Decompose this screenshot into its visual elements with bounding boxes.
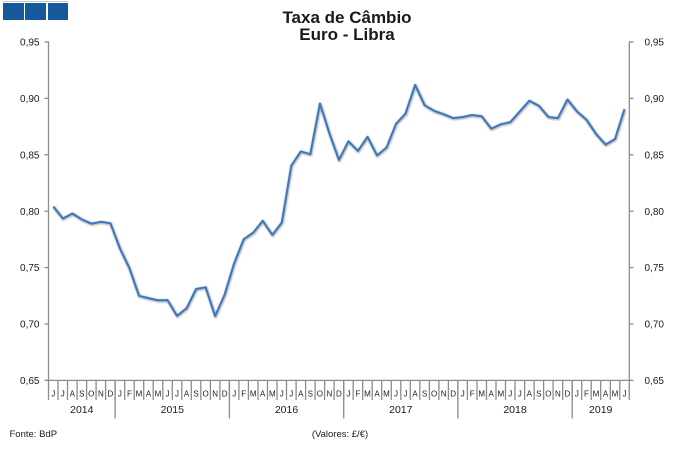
svg-text:0,80: 0,80	[645, 207, 665, 218]
svg-text:O: O	[431, 390, 437, 399]
svg-text:A: A	[184, 390, 190, 399]
svg-text:M: M	[155, 390, 162, 399]
svg-text:0,70: 0,70	[645, 320, 665, 331]
svg-text:N: N	[555, 390, 561, 399]
svg-text:F: F	[241, 390, 246, 399]
svg-text:M: M	[593, 390, 600, 399]
svg-text:0,95: 0,95	[645, 38, 665, 49]
svg-text:M: M	[497, 390, 504, 399]
svg-text:D: D	[222, 390, 228, 399]
svg-text:0,70: 0,70	[20, 320, 40, 331]
svg-text:2019: 2019	[589, 404, 613, 416]
svg-text:J: J	[508, 390, 512, 399]
svg-text:0,90: 0,90	[645, 94, 665, 105]
svg-text:F: F	[127, 390, 132, 399]
svg-text:F: F	[355, 390, 360, 399]
svg-text:A: A	[374, 390, 380, 399]
svg-text:J: J	[232, 390, 236, 399]
svg-text:S: S	[536, 390, 541, 399]
svg-text:A: A	[412, 390, 418, 399]
svg-text:0,80: 0,80	[20, 207, 40, 218]
svg-text:J: J	[404, 390, 408, 399]
svg-text:S: S	[422, 390, 427, 399]
svg-text:A: A	[489, 390, 495, 399]
svg-text:D: D	[108, 390, 114, 399]
svg-text:J: J	[623, 390, 627, 399]
svg-text:J: J	[575, 390, 579, 399]
svg-text:J: J	[346, 390, 350, 399]
svg-text:J: J	[461, 390, 465, 399]
svg-text:J: J	[280, 390, 284, 399]
svg-text:0,85: 0,85	[20, 150, 40, 161]
svg-text:M: M	[364, 390, 371, 399]
svg-text:(Valores: £/€): (Valores: £/€)	[312, 429, 368, 440]
svg-text:J: J	[289, 390, 293, 399]
svg-text:2017: 2017	[389, 404, 413, 416]
svg-text:0,85: 0,85	[645, 150, 665, 161]
svg-text:J: J	[51, 390, 55, 399]
svg-text:M: M	[136, 390, 143, 399]
svg-text:A: A	[260, 390, 266, 399]
svg-text:Fonte: BdP: Fonte: BdP	[10, 429, 58, 440]
svg-text:O: O	[545, 390, 551, 399]
svg-text:0,65: 0,65	[645, 376, 665, 387]
svg-text:Euro - Libra: Euro - Libra	[299, 25, 395, 44]
svg-text:Taxa de Câmbio: Taxa de Câmbio	[282, 8, 411, 27]
svg-text:2015: 2015	[161, 404, 185, 416]
svg-text:F: F	[584, 390, 589, 399]
svg-text:O: O	[317, 390, 323, 399]
svg-text:N: N	[441, 390, 447, 399]
svg-text:D: D	[336, 390, 342, 399]
svg-text:M: M	[250, 390, 257, 399]
svg-text:0,75: 0,75	[20, 263, 40, 274]
svg-text:S: S	[79, 390, 84, 399]
svg-text:O: O	[202, 390, 208, 399]
svg-text:S: S	[308, 390, 313, 399]
svg-text:A: A	[603, 390, 609, 399]
svg-text:A: A	[146, 390, 152, 399]
svg-text:J: J	[61, 390, 65, 399]
svg-text:0,75: 0,75	[645, 263, 665, 274]
svg-text:S: S	[193, 390, 198, 399]
svg-text:0,65: 0,65	[20, 376, 40, 387]
svg-text:F: F	[470, 390, 475, 399]
svg-text:0,95: 0,95	[20, 38, 40, 49]
svg-text:A: A	[70, 390, 76, 399]
svg-text:N: N	[212, 390, 218, 399]
svg-text:N: N	[327, 390, 333, 399]
svg-text:D: D	[565, 390, 571, 399]
svg-text:D: D	[450, 390, 456, 399]
svg-text:0,90: 0,90	[20, 94, 40, 105]
svg-text:M: M	[269, 390, 276, 399]
svg-text:M: M	[478, 390, 485, 399]
svg-text:A: A	[298, 390, 304, 399]
svg-text:J: J	[394, 390, 398, 399]
svg-text:2016: 2016	[275, 404, 299, 416]
svg-text:N: N	[98, 390, 104, 399]
svg-text:O: O	[88, 390, 94, 399]
svg-text:J: J	[118, 390, 122, 399]
svg-text:J: J	[175, 390, 179, 399]
svg-text:2018: 2018	[503, 404, 527, 416]
svg-text:M: M	[612, 390, 619, 399]
svg-text:J: J	[518, 390, 522, 399]
svg-text:A: A	[527, 390, 533, 399]
svg-text:J: J	[166, 390, 170, 399]
svg-text:M: M	[383, 390, 390, 399]
svg-text:2014: 2014	[70, 404, 94, 416]
